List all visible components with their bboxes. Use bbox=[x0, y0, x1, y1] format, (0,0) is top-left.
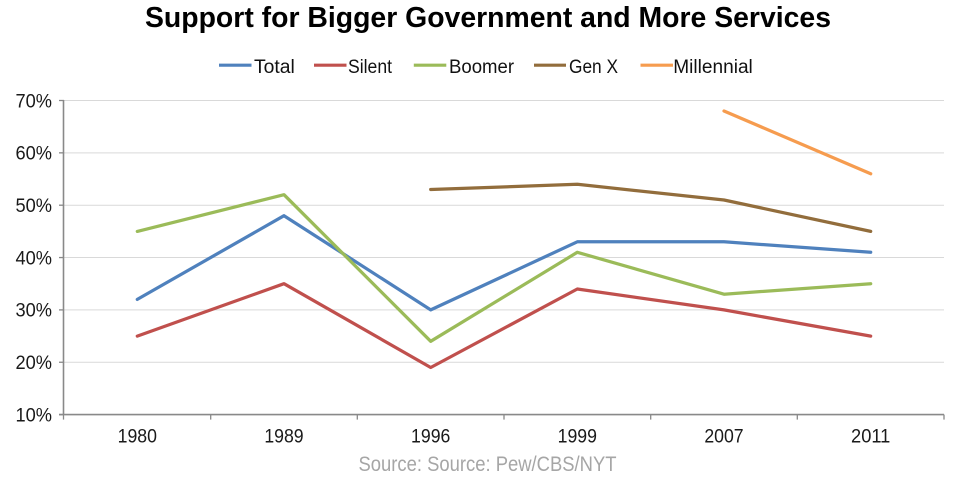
svg-text:2011: 2011 bbox=[851, 427, 890, 448]
svg-text:Source: Source: Pew/CBS/NYT: Source: Source: Pew/CBS/NYT bbox=[359, 453, 617, 476]
svg-text:70%: 70% bbox=[16, 91, 53, 112]
svg-text:1996: 1996 bbox=[411, 427, 450, 448]
svg-text:Silent: Silent bbox=[348, 57, 393, 78]
svg-text:1989: 1989 bbox=[264, 427, 303, 448]
svg-text:Millennial: Millennial bbox=[673, 57, 753, 78]
svg-text:50%: 50% bbox=[16, 196, 53, 217]
svg-text:Total: Total bbox=[254, 57, 295, 78]
svg-text:10%: 10% bbox=[16, 405, 53, 426]
svg-text:Gen X: Gen X bbox=[569, 57, 618, 78]
svg-text:1980: 1980 bbox=[118, 427, 157, 448]
svg-text:60%: 60% bbox=[16, 144, 53, 165]
svg-text:40%: 40% bbox=[16, 248, 53, 269]
svg-text:Support for Bigger Government: Support for Bigger Government and More S… bbox=[145, 2, 831, 34]
svg-text:Boomer: Boomer bbox=[449, 57, 515, 78]
svg-text:2007: 2007 bbox=[704, 427, 743, 448]
svg-text:30%: 30% bbox=[16, 301, 53, 322]
svg-text:1999: 1999 bbox=[558, 427, 597, 448]
svg-text:20%: 20% bbox=[16, 353, 53, 374]
